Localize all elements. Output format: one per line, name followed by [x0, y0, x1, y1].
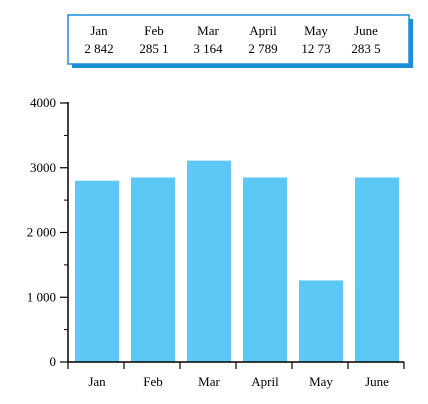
- table-header: Mar: [197, 23, 219, 38]
- table-value: 285 1: [139, 41, 168, 56]
- x-tick-label: Feb: [143, 374, 163, 389]
- bar-mar: [187, 160, 231, 362]
- table-value: 3 164: [193, 41, 223, 56]
- x-tick-label: May: [309, 374, 333, 389]
- table-value: 12 73: [301, 41, 330, 56]
- bar-april: [243, 177, 287, 362]
- x-tick-label: Mar: [198, 374, 220, 389]
- y-tick-label: 0: [50, 354, 57, 369]
- bar-feb: [131, 177, 175, 362]
- x-tick-label: April: [251, 374, 279, 389]
- table-header: June: [354, 23, 378, 38]
- table-value: 283 5: [351, 41, 380, 56]
- bars: [75, 160, 399, 362]
- x-tick-label: Jan: [88, 374, 106, 389]
- y-tick-label: 4000: [30, 95, 56, 110]
- table-header: May: [304, 23, 328, 38]
- table-header: Jan: [90, 23, 108, 38]
- axes: 0 1 000 2 000 3000 4000 Jan Feb Mar April May June: [27, 95, 405, 389]
- table-value: 2 842: [84, 41, 113, 56]
- table-header: Feb: [144, 23, 164, 38]
- y-tick-label: 1 000: [27, 289, 56, 304]
- table-header: April: [249, 23, 277, 38]
- bar-june: [355, 177, 399, 362]
- table-value: 2 789: [248, 41, 277, 56]
- y-tick-label: 2 000: [27, 225, 56, 240]
- bar-may: [299, 280, 343, 362]
- data-table-box: [67, 14, 410, 65]
- bar-jan: [75, 180, 119, 362]
- x-tick-label: June: [365, 374, 389, 389]
- y-tick-label: 3000: [30, 160, 56, 175]
- data-table: Jan Feb Mar April May June 2 842 285 1 3 164 2 78…: [67, 14, 413, 68]
